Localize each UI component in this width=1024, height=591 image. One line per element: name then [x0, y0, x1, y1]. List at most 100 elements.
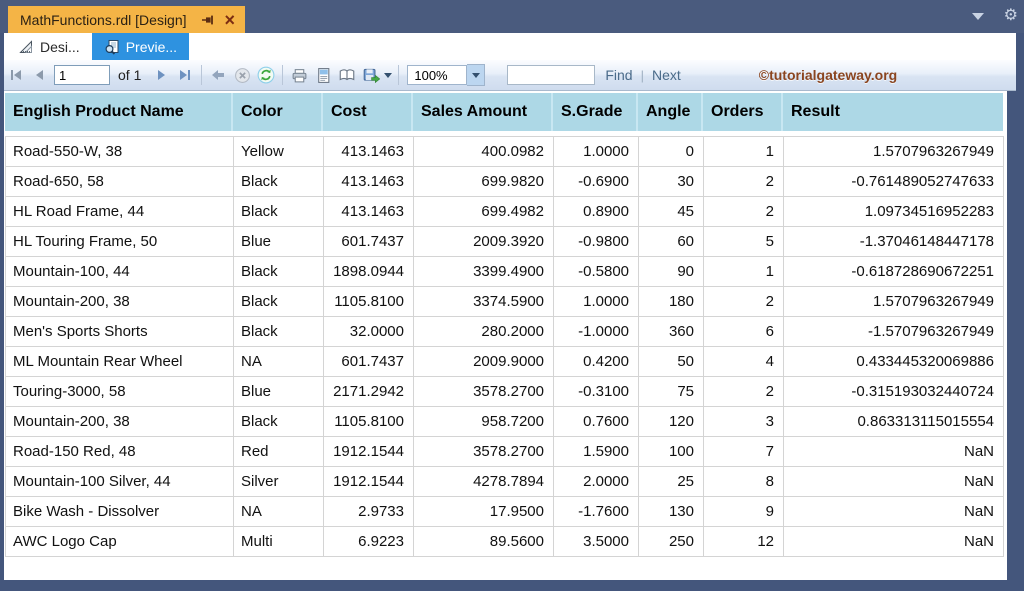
cell-product-name: Road-650, 58 [5, 166, 234, 197]
cell-sales-amount: 958.7200 [413, 406, 554, 437]
cell-cost: 2171.2942 [323, 376, 414, 407]
cell-angle: 90 [638, 256, 704, 287]
preview-magnifier-icon [104, 39, 120, 55]
toolbar-separator [282, 65, 284, 85]
print-layout-button[interactable] [311, 63, 335, 87]
cell-angle: 45 [638, 196, 704, 227]
tab-design[interactable]: Desi... [6, 33, 92, 60]
cell-product-name: ML Mountain Rear Wheel [5, 346, 234, 377]
column-header: Color [233, 93, 323, 131]
cell-orders: 8 [703, 466, 784, 497]
cell-color: Yellow [233, 136, 324, 167]
cell-sales-amount: 280.2000 [413, 316, 554, 347]
cell-sales-amount: 400.0982 [413, 136, 554, 167]
cancel-rendering-button[interactable] [230, 63, 254, 87]
cell-sgrade: -1.0000 [553, 316, 639, 347]
first-page-button[interactable] [4, 63, 28, 87]
cell-sales-amount: 3399.4900 [413, 256, 554, 287]
cell-cost: 1912.1544 [323, 466, 414, 497]
cell-product-name: Bike Wash - Dissolver [5, 496, 234, 527]
cell-cost: 413.1463 [323, 196, 414, 227]
table-row: Road-650, 58 Black 413.1463 699.9820 -0.… [5, 166, 1004, 197]
cell-result: NaN [783, 496, 1004, 527]
export-dropdown-icon[interactable] [384, 72, 393, 78]
document-tab-bar: MathFunctions.rdl [Design] × ⚙ [0, 0, 1024, 33]
cell-result: NaN [783, 526, 1004, 557]
table-row: HL Road Frame, 44 Black 413.1463 699.498… [5, 196, 1004, 227]
tab-design-label: Desi... [40, 38, 80, 55]
cell-result: 1.09734516952283 [783, 196, 1004, 227]
watermark-text: ©tutorialgateway.org [758, 67, 898, 83]
table-row: HL Touring Frame, 50 Blue 601.7437 2009.… [5, 226, 1004, 257]
cell-orders: 2 [703, 286, 784, 317]
next-page-button[interactable] [149, 63, 173, 87]
cell-orders: 2 [703, 196, 784, 227]
table-row: Mountain-200, 38 Black 1105.8100 958.720… [5, 406, 1004, 437]
cell-angle: 60 [638, 226, 704, 257]
view-tab-strip: Desi... Previe... [4, 33, 1016, 61]
column-header: Orders [703, 93, 783, 131]
document-tab[interactable]: MathFunctions.rdl [Design] × [8, 6, 246, 33]
find-next-button[interactable]: Next [651, 67, 681, 83]
zoom-value[interactable]: 100% [407, 65, 468, 85]
column-header: Angle [638, 93, 703, 131]
cell-orders: 3 [703, 406, 784, 437]
cell-sales-amount: 699.4982 [413, 196, 554, 227]
cell-color: Black [233, 196, 324, 227]
chevron-down-icon[interactable] [971, 12, 984, 20]
cell-result: -0.761489052747633 [783, 166, 1004, 197]
table-row: Mountain-200, 38 Black 1105.8100 3374.59… [5, 286, 1004, 317]
cell-product-name: HL Touring Frame, 50 [5, 226, 234, 257]
report-table: Road-550-W, 38 Yellow 413.1463 400.0982 … [5, 136, 1004, 557]
print-button[interactable] [287, 63, 311, 87]
toolbar-separator [201, 65, 203, 85]
cell-color: Red [233, 436, 324, 467]
close-icon[interactable]: × [224, 9, 236, 30]
table-row: Road-150 Red, 48 Red 1912.1544 3578.2700… [5, 436, 1004, 467]
cell-sgrade: 2.0000 [553, 466, 639, 497]
tab-preview-label: Previe... [125, 38, 178, 55]
export-button[interactable] [359, 63, 383, 87]
cell-result: -1.37046148447178 [783, 226, 1004, 257]
cell-cost: 1898.0944 [323, 256, 414, 287]
window-controls: ⚙ [971, 7, 1018, 24]
table-row: Bike Wash - Dissolver NA 2.9733 17.9500 … [5, 496, 1004, 527]
cell-sales-amount: 3578.2700 [413, 376, 554, 407]
page-count-label: of 1 [118, 67, 142, 83]
cell-sales-amount: 4278.7894 [413, 466, 554, 497]
cell-sales-amount: 699.9820 [413, 166, 554, 197]
cell-product-name: Mountain-100 Silver, 44 [5, 466, 234, 497]
find-button[interactable]: Find [605, 67, 633, 83]
cell-sgrade: 1.0000 [553, 136, 639, 167]
cell-angle: 30 [638, 166, 704, 197]
toolbar-separator [398, 65, 400, 85]
report-preview-area: English Product Name Color Cost Sales Am… [4, 91, 1007, 580]
cell-angle: 120 [638, 406, 704, 437]
cell-sgrade: -0.5800 [553, 256, 639, 287]
refresh-button[interactable] [254, 63, 278, 87]
report-table-header: English Product Name Color Cost Sales Am… [5, 93, 1003, 131]
cell-color: Black [233, 166, 324, 197]
last-page-button[interactable] [173, 63, 197, 87]
zoom-dropdown-button[interactable] [467, 64, 486, 86]
tab-preview[interactable]: Previe... [91, 33, 190, 60]
column-header: English Product Name [5, 93, 233, 131]
cell-cost: 2.9733 [323, 496, 414, 527]
cell-sales-amount: 17.9500 [413, 496, 554, 527]
cell-angle: 50 [638, 346, 704, 377]
cell-sales-amount: 2009.3920 [413, 226, 554, 257]
page-setup-button[interactable] [335, 63, 359, 87]
cell-orders: 2 [703, 376, 784, 407]
cell-result: NaN [783, 436, 1004, 467]
cell-color: Multi [233, 526, 324, 557]
gear-icon[interactable]: ⚙ [1003, 7, 1018, 24]
cell-sales-amount: 3374.5900 [413, 286, 554, 317]
previous-page-button[interactable] [28, 63, 52, 87]
cell-orders: 12 [703, 526, 784, 557]
find-text-input[interactable] [507, 65, 596, 85]
cell-sales-amount: 2009.9000 [413, 346, 554, 377]
back-to-parent-button[interactable] [206, 63, 230, 87]
page-number-input[interactable] [54, 65, 110, 85]
pin-icon[interactable] [201, 13, 215, 27]
